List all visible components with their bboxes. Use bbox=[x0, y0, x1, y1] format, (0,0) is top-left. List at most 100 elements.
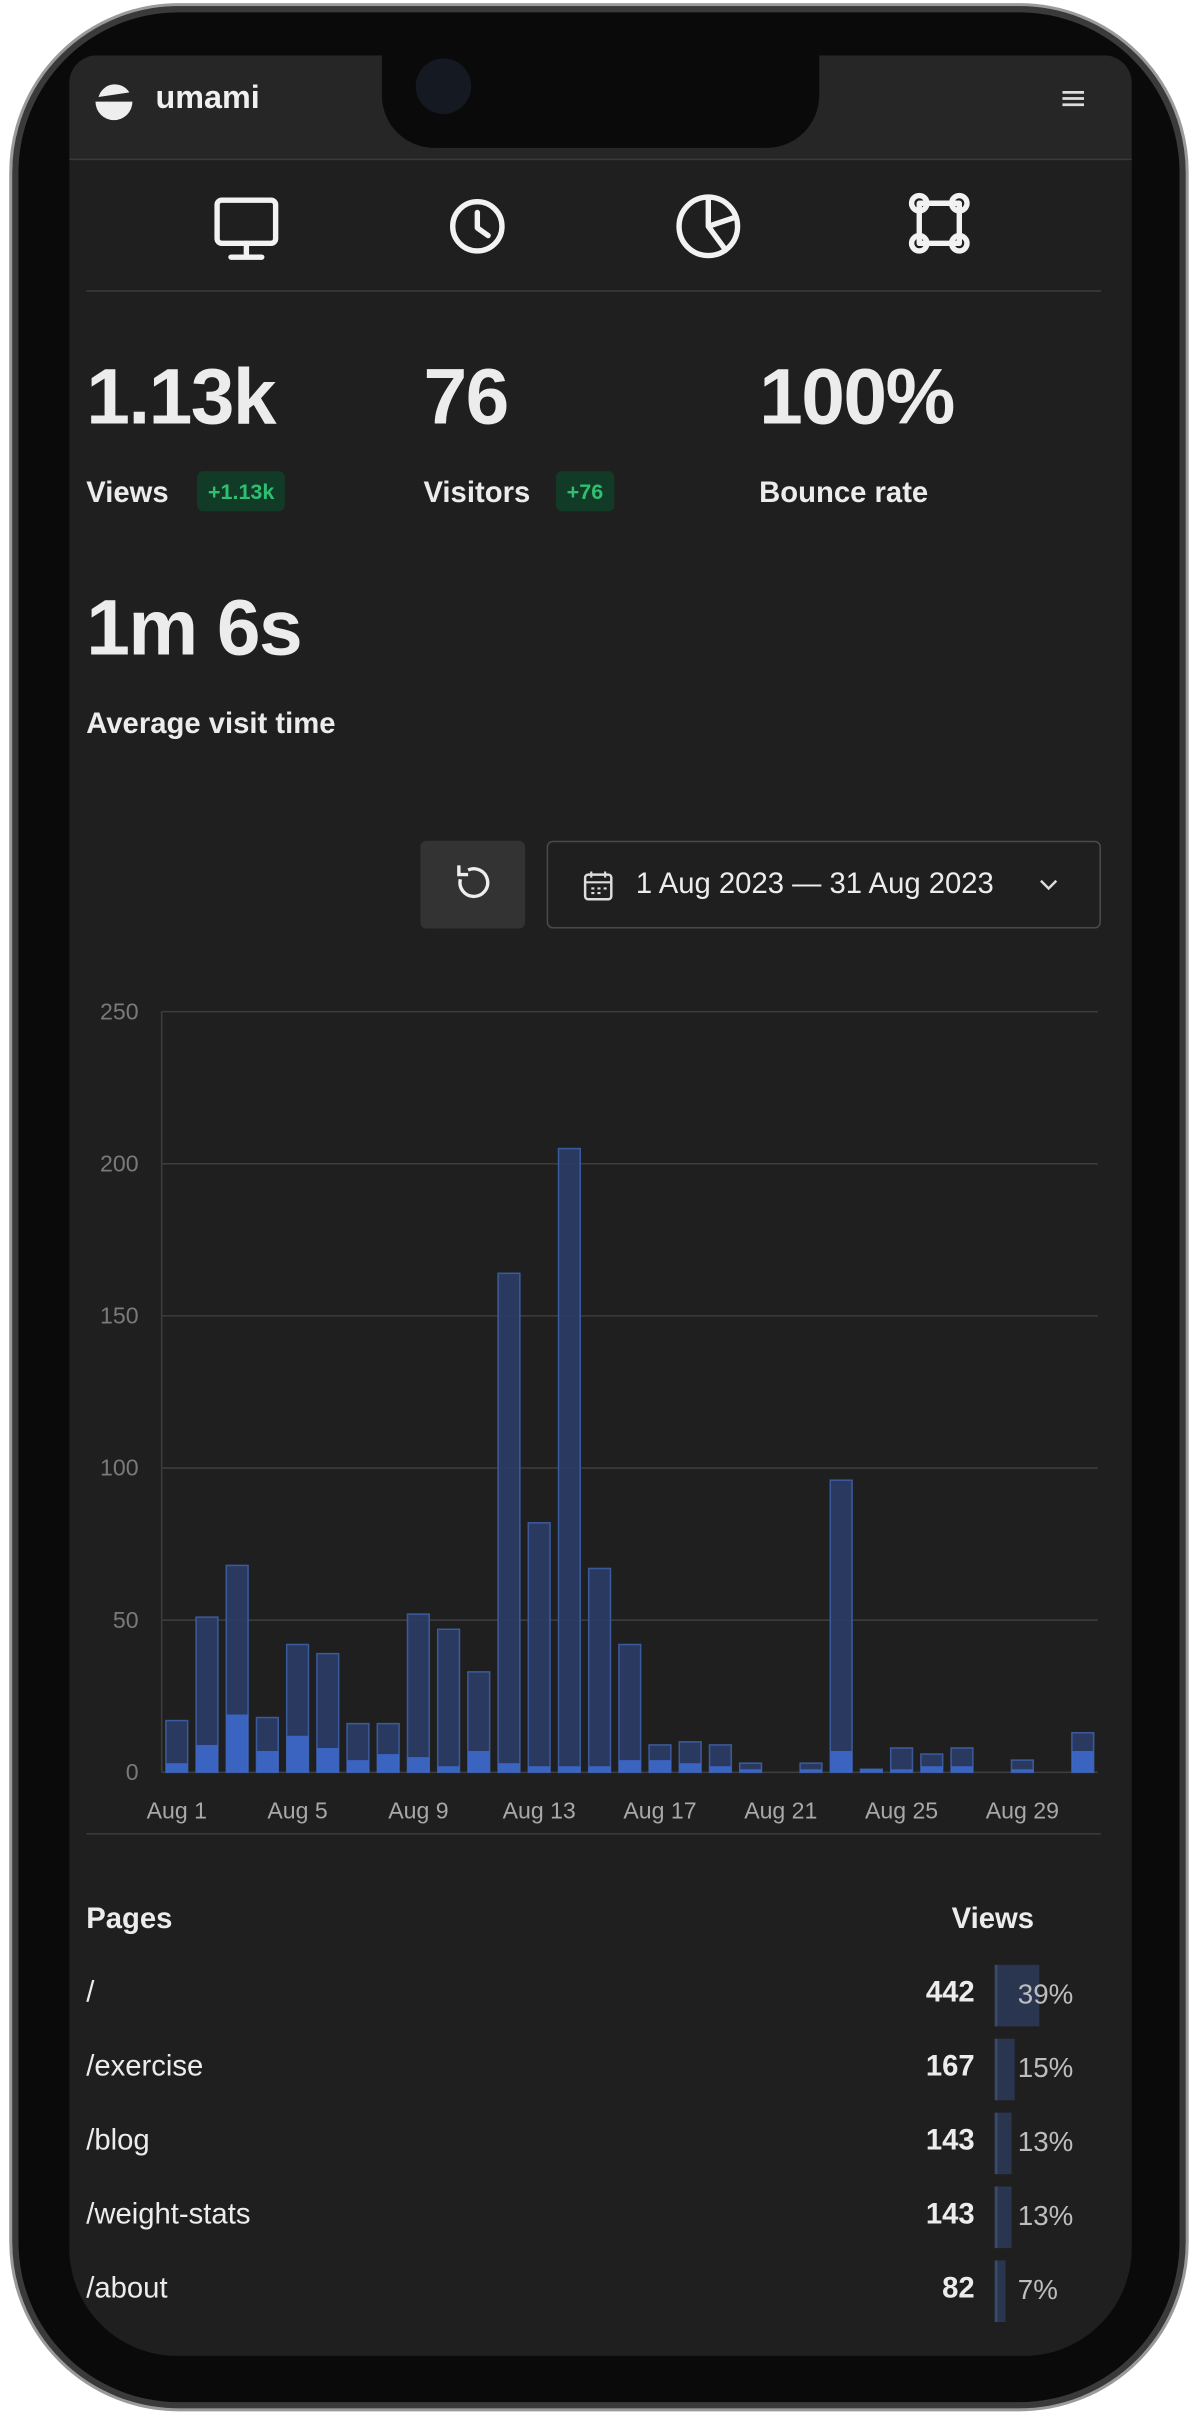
page-path: /weight-stats bbox=[86, 2198, 251, 2232]
nav-realtime[interactable] bbox=[450, 199, 505, 254]
share-label: 15% bbox=[1017, 2052, 1074, 2084]
bar bbox=[860, 1769, 883, 1773]
share-bar bbox=[997, 1964, 1040, 2027]
page-views: 82 bbox=[942, 2272, 975, 2306]
metric-label: Visitors bbox=[423, 477, 531, 510]
bar bbox=[709, 1766, 732, 1773]
share-bar bbox=[997, 2186, 1012, 2249]
metric-label: Average visit time bbox=[86, 708, 336, 741]
table-header: Views bbox=[951, 1903, 1035, 1936]
bar bbox=[1011, 1769, 1034, 1773]
bar bbox=[739, 1769, 762, 1773]
page-path: /about bbox=[86, 2272, 168, 2306]
camera bbox=[415, 58, 472, 114]
chevron bbox=[1040, 879, 1058, 891]
share-divider bbox=[994, 2186, 998, 2249]
y-tick-label: 250 bbox=[100, 998, 139, 1024]
share-divider bbox=[994, 1964, 998, 2027]
x-tick-label: Aug 21 bbox=[744, 1798, 817, 1824]
bar bbox=[256, 1751, 279, 1773]
refresh-icon bbox=[457, 865, 490, 899]
bar bbox=[467, 1751, 490, 1773]
metric-label: Bounce rate bbox=[759, 477, 929, 510]
x-tick-label: Aug 5 bbox=[267, 1798, 327, 1824]
bar bbox=[920, 1766, 943, 1773]
bar bbox=[436, 1628, 461, 1774]
bar bbox=[618, 1643, 642, 1774]
bar bbox=[618, 1760, 641, 1773]
page-path: /exercise bbox=[86, 2051, 204, 2084]
x-tick-label: Aug 13 bbox=[503, 1798, 576, 1824]
bar bbox=[406, 1613, 431, 1774]
bar bbox=[890, 1769, 913, 1773]
page-views: 143 bbox=[925, 2124, 975, 2158]
bar bbox=[528, 1766, 551, 1773]
y-tick-label: 200 bbox=[100, 1150, 139, 1176]
brand[interactable]: umami bbox=[155, 80, 260, 116]
bar bbox=[196, 1744, 218, 1773]
metric-change: +76 bbox=[555, 471, 614, 512]
metric-change: +1.13k bbox=[197, 471, 286, 512]
share-divider bbox=[994, 2260, 998, 2323]
share-label: 13% bbox=[1017, 2200, 1074, 2232]
bar bbox=[558, 1766, 581, 1773]
bar bbox=[437, 1766, 460, 1773]
bar bbox=[829, 1479, 853, 1774]
nav-overview[interactable] bbox=[214, 197, 279, 260]
page-views: 442 bbox=[925, 1977, 975, 2010]
screen: umami 1.13k Views +1.13k 76 Visitors +76… bbox=[69, 55, 1132, 2356]
bar bbox=[407, 1757, 430, 1773]
page-views: 143 bbox=[925, 2198, 975, 2232]
share-bar bbox=[997, 2260, 1006, 2323]
table-body: / 442 39% /exercise 167 15% /blog 143 13% /weight… bbox=[69, 1964, 1131, 2356]
bar bbox=[830, 1751, 853, 1773]
bar bbox=[165, 1763, 188, 1773]
date-range: 1 Aug 2023 — 31 Aug 2023 bbox=[635, 868, 994, 901]
share-label: 13% bbox=[1017, 2126, 1074, 2158]
metric-value: 1m 6s bbox=[86, 583, 303, 672]
bar bbox=[679, 1763, 702, 1773]
bar bbox=[800, 1769, 822, 1773]
nav-events[interactable] bbox=[908, 192, 970, 254]
y-tick-label: 50 bbox=[113, 1607, 139, 1633]
share-label: 7% bbox=[1017, 2274, 1058, 2306]
share-bar bbox=[997, 2112, 1012, 2175]
nav-reports[interactable] bbox=[676, 194, 741, 259]
bar bbox=[527, 1522, 551, 1774]
bar bbox=[557, 1147, 582, 1774]
bar bbox=[587, 1567, 612, 1774]
bar bbox=[286, 1735, 309, 1773]
nav-icons bbox=[86, 192, 1101, 292]
refresh-button[interactable] bbox=[420, 840, 526, 929]
calendar-icon bbox=[583, 871, 613, 901]
bar bbox=[497, 1272, 521, 1774]
metric-value: 76 bbox=[423, 352, 509, 441]
share-divider bbox=[994, 2112, 998, 2175]
notch bbox=[381, 55, 820, 148]
bar bbox=[889, 1747, 914, 1774]
y-tick-label: 100 bbox=[100, 1455, 139, 1481]
y-tick-label: 150 bbox=[100, 1303, 139, 1329]
metric-label: Views bbox=[86, 477, 169, 510]
bar bbox=[226, 1714, 249, 1773]
x-tick-label: Aug 29 bbox=[986, 1798, 1059, 1824]
bar bbox=[347, 1760, 369, 1773]
bar bbox=[498, 1763, 520, 1773]
date-picker[interactable]: 1 Aug 2023 — 31 Aug 2023 bbox=[546, 840, 1101, 929]
menu-icon[interactable] bbox=[1059, 86, 1087, 111]
y-tick-label: 0 bbox=[126, 1759, 139, 1785]
chart: 0 50 100 150 200 250 Aug 1 Aug 5 Aug 9 Aug 13 Aug … bbox=[86, 998, 1101, 1835]
share-label: 39% bbox=[1017, 1978, 1074, 2010]
share-divider bbox=[994, 2038, 998, 2101]
page-views: 167 bbox=[925, 2051, 975, 2084]
x-tick-label: Aug 17 bbox=[623, 1798, 696, 1824]
bar bbox=[649, 1760, 671, 1773]
metric-value: 100% bbox=[759, 352, 955, 441]
logo bbox=[95, 84, 133, 121]
bar bbox=[316, 1747, 339, 1773]
bar bbox=[951, 1766, 973, 1773]
x-tick-label: Aug 9 bbox=[388, 1798, 448, 1824]
page-path: / bbox=[86, 1977, 95, 2010]
x-tick-label: Aug 1 bbox=[147, 1798, 207, 1824]
